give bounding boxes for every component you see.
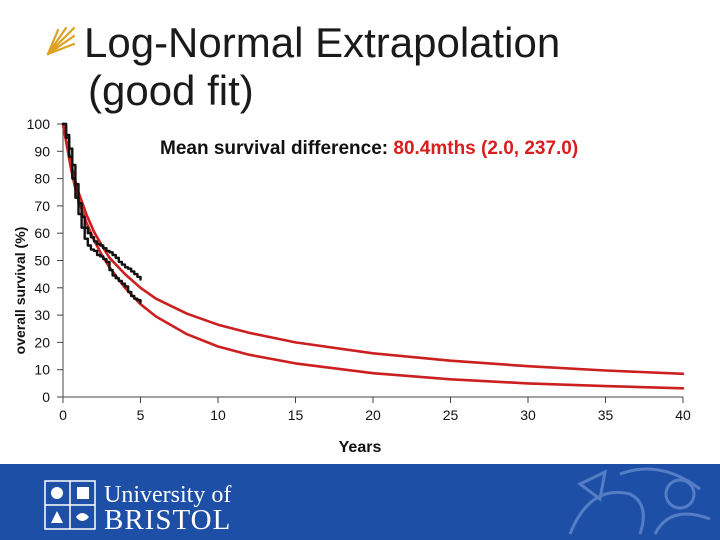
survival-chart: 0 10 20 30 40 50 60 70 80 90 100 0 5 10 15 20 25 30 35 40 Ye… [12, 116, 691, 456]
x-tick-label: 20 [365, 407, 381, 423]
kaplan-meier-curve-2 [61, 122, 142, 304]
x-tick-label: 35 [598, 407, 614, 423]
footer-bar: University of BRISTOL [0, 464, 720, 540]
y-tick-label: 30 [34, 307, 50, 323]
annotation-value: 80.4 [393, 138, 431, 159]
y-tick-label: 20 [34, 334, 50, 350]
title-line-2: (good fit) [88, 67, 254, 114]
y-tick-label: 50 [34, 253, 50, 269]
fitted-curve-0 [61, 122, 685, 390]
mean-survival-annotation: Mean survival difference: 80.4mths (2.0,… [160, 138, 578, 160]
starburst-bullet-icon [46, 26, 76, 56]
y-tick-label: 90 [34, 143, 50, 159]
fitted-curve-1 [61, 122, 685, 376]
y-axis-label: overall survival (%) [12, 227, 28, 355]
university-name-line-1: University of [104, 482, 232, 508]
crest-pattern-icon [568, 467, 711, 535]
x-tick-label: 25 [443, 407, 459, 423]
annotation-label: Mean survival difference: [160, 138, 394, 159]
y-tick-label: 40 [34, 280, 50, 296]
y-tick-label: 70 [34, 198, 50, 214]
university-crest-icon [44, 480, 96, 530]
y-tick-label: 80 [34, 171, 50, 187]
x-tick-label: 15 [288, 407, 304, 423]
title-line-1: Log-Normal Extrapolation [84, 19, 561, 66]
x-axis-label: Years [339, 439, 382, 456]
x-tick-label: 0 [59, 407, 67, 423]
x-tick-label: 5 [137, 407, 145, 423]
university-name-line-2: BRISTOL [104, 504, 232, 536]
y-tick-label: 100 [27, 116, 51, 132]
x-tick-label: 10 [210, 407, 226, 423]
x-tick-label: 40 [675, 407, 691, 423]
kaplan-meier-curve-3 [61, 122, 142, 281]
x-tick-label: 30 [520, 407, 536, 423]
y-tick-label: 10 [34, 362, 50, 378]
y-tick-label: 60 [34, 225, 50, 241]
annotation-unit: mths (2.0, 237.0) [430, 138, 579, 159]
y-tick-label: 0 [42, 389, 50, 405]
